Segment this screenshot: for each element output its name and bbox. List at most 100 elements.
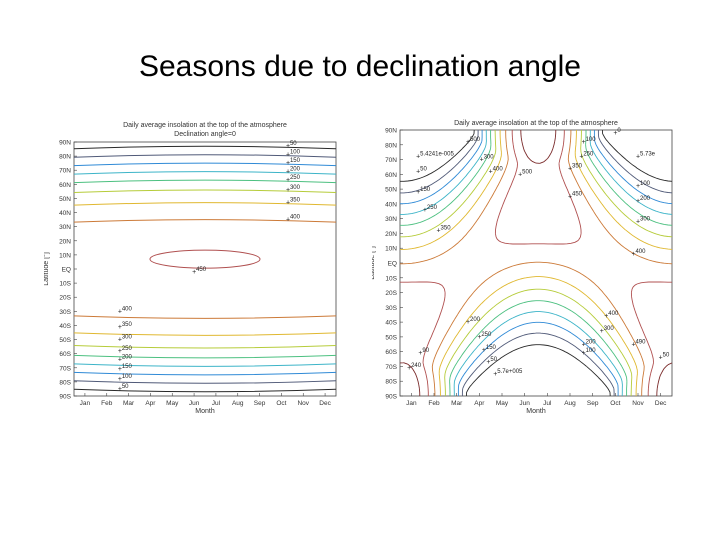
c1-ytick-label: 80S [385,379,397,386]
c1-yaxis-label: Latitude [°] [372,246,376,280]
c1-contour-marker: + [416,168,420,175]
c1-ytick-label: 60N [385,172,397,179]
c1-contour-marker: + [631,251,635,258]
c1-ytick-label: EQ [388,261,397,268]
c0-xtick-label: Aug [232,400,244,407]
c0-contour-marker: + [118,376,122,383]
c1-ytick-label: 90N [385,128,397,135]
c0-contour-label: 100 [122,374,133,380]
c0-ytick-label: EQ [62,267,71,274]
c1-contour-label: 50 [420,166,427,172]
c0-contour-marker: + [118,348,122,355]
c1-contour-label: 50 [663,353,670,359]
c0-contour-label: 50 [122,384,129,390]
c1-contour-marker: + [613,130,617,137]
c0-plot-frame [73,141,337,397]
c1-ytick-label: 70S [385,364,397,371]
c0-xtick-label: Jul [212,400,221,407]
c1-xtick-label: Jan [406,400,417,407]
c0-contour-line [73,202,337,206]
c1-contour-label: 5.73e [640,152,656,158]
c1-contour-line [400,130,673,396]
c0-ytick-label: 60S [59,351,71,358]
c1-xtick-label: Jul [543,400,552,407]
c1-ytick-label: 40N [385,201,397,208]
c1-contour-marker: + [659,355,663,362]
contour-plot-left: Daily average insolation at the top of t… [42,122,337,415]
c0-xtick-label: Dec [319,400,331,407]
c0-ytick-label: 90N [59,140,71,147]
slide-title: Seasons due to declination angle [138,50,581,83]
c1-xtick-label: Nov [632,400,644,407]
c0-xtick-label: Feb [101,400,113,407]
c1-contour-label: 500 [522,169,533,175]
c0-ytick-label: 30N [59,224,71,231]
c0-contour-label: 450 [196,267,207,273]
c0-contour-label: 150 [122,364,133,370]
c0-ytick-label: 80N [59,154,71,161]
c0-contour-line [149,249,261,269]
c0-contour-marker: + [118,366,122,373]
c0-contour-label: 350 [122,322,133,328]
c1-contour-marker: + [416,154,420,161]
c0-contour-label: 200 [122,354,133,360]
c1-contour-marker: + [486,359,490,366]
c0-contour-label: 100 [290,150,301,156]
c0-contour-line [73,171,337,175]
c1-contour-marker: + [477,334,481,341]
c1-contour-marker: + [568,165,572,172]
c0-ytick-label: 10N [59,252,71,259]
c1-contour-label: 250 [583,152,594,158]
c1-contour-marker: + [631,341,635,348]
c1-contour-marker: + [600,328,604,335]
c0-contour-marker: + [286,200,290,207]
c0-ytick-label: 40S [59,323,71,330]
c1-contour-marker: + [582,350,586,357]
c0-xtick-label: Apr [145,400,156,407]
c1-contour-marker: + [466,319,470,326]
c1-ytick-label: 20S [385,290,397,297]
c0-contour-label: 250 [122,346,133,352]
c1-ytick-label: 90S [385,394,397,401]
c1-contour-label: 100 [640,181,651,187]
c1-contour-label: 200 [640,196,651,202]
c0-contour-line [73,371,337,376]
insolation-chart-declination-zero: Daily average insolation at the top of t… [42,118,344,418]
c0-contour-line [73,354,337,359]
c1-contour-label: 490 [635,339,646,345]
c0-xtick-label: Oct [276,400,286,407]
c0-ytick-label: 10S [59,281,71,288]
c0-contour-line [73,145,337,150]
c1-ytick-label: 10N [385,246,397,253]
c0-ytick-label: 80S [59,379,71,386]
c0-ytick-label: 70S [59,365,71,372]
c1-contour-marker: + [636,154,640,161]
c1-contour-label: 300 [640,217,651,223]
c0-xtick-label: Mar [123,400,135,407]
c1-ytick-label: 10S [385,275,397,282]
c0-contour-label: 300 [122,335,133,341]
c1-contour-marker: + [416,189,420,196]
c0-ytick-label: 60N [59,182,71,189]
c1-contour-label: 90 [422,348,429,354]
c1-contour-label: 400 [493,166,504,172]
c1-contour-line [400,130,673,396]
c1-contour-label: 400 [608,311,619,317]
c0-contour-marker: + [286,169,290,176]
c0-contour-line [73,332,337,336]
c0-contour-label: 150 [290,158,301,164]
c1-contour-marker: + [480,157,484,164]
c1-plot-frame [399,129,673,397]
c1-xaxis-label: Month [526,408,546,415]
c1-contour-label: 300 [484,155,495,161]
c0-contour-marker: + [118,308,122,315]
c0-contour-line [73,162,337,167]
c0-title: Daily average insolation at the top of t… [123,122,287,129]
c1-xtick-label: Apr [474,400,485,407]
c1-xtick-label: Sep [587,400,599,407]
c1-contour-marker: + [423,207,427,214]
c1-contour-label: 300 [604,326,615,332]
c0-contour-line [73,189,337,193]
c0-subtitle: Declination angle=0 [174,131,236,138]
c1-xtick-label: May [496,400,509,407]
